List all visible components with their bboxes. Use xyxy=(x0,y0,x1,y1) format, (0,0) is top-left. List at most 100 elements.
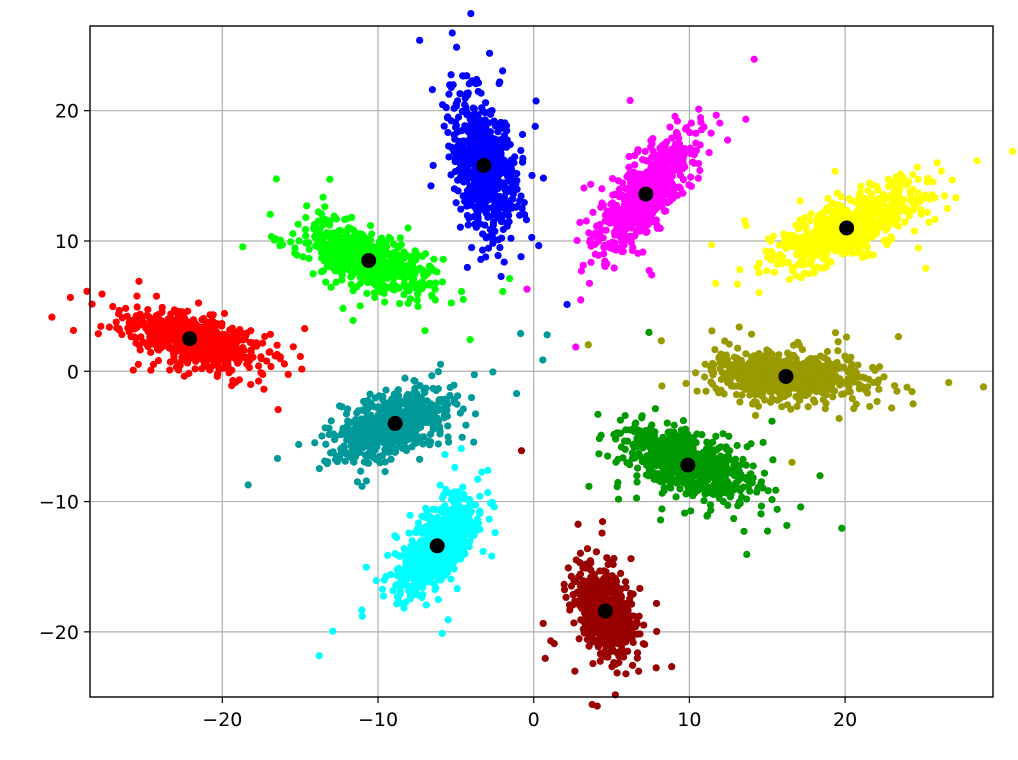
scatter-point xyxy=(917,211,924,218)
scatter-point xyxy=(369,278,376,285)
scatter-point xyxy=(521,199,528,206)
scatter-point xyxy=(285,371,292,378)
scatter-point xyxy=(819,264,826,271)
scatter-point xyxy=(626,426,633,433)
scatter-point xyxy=(756,383,763,390)
scatter-point xyxy=(741,217,748,224)
scatter-point xyxy=(498,196,505,203)
scatter-point xyxy=(863,230,870,237)
scatter-point xyxy=(884,224,891,231)
scatter-point xyxy=(725,433,732,440)
scatter-point xyxy=(598,185,605,192)
scatter-point xyxy=(635,450,642,457)
scatter-point xyxy=(726,340,733,347)
scatter-point xyxy=(710,369,717,376)
scatter-point xyxy=(574,521,581,528)
scatter-point xyxy=(147,367,154,374)
scatter-point xyxy=(287,238,294,245)
scatter-point xyxy=(169,347,176,354)
scatter-point xyxy=(460,137,467,144)
scatter-point xyxy=(363,243,370,250)
scatter-point xyxy=(458,161,465,168)
scatter-point xyxy=(1009,148,1016,155)
scatter-point xyxy=(462,95,469,102)
scatter-point xyxy=(673,166,680,173)
scatter-point xyxy=(498,273,505,280)
scatter-point xyxy=(783,522,790,529)
scatter-point xyxy=(300,253,307,260)
scatter-point xyxy=(692,140,699,147)
scatter-point xyxy=(612,459,619,466)
scatter-point xyxy=(822,400,829,407)
scatter-point xyxy=(874,379,881,386)
scatter-point xyxy=(883,241,890,248)
scatter-point xyxy=(428,292,435,299)
scatter-point xyxy=(700,497,707,504)
scatter-point xyxy=(535,242,542,249)
scatter-point xyxy=(737,471,744,478)
scatter-point xyxy=(952,194,959,201)
scatter-point xyxy=(585,483,592,490)
scatter-point xyxy=(350,227,357,234)
scatter-point xyxy=(503,144,510,151)
scatter-point xyxy=(686,129,693,136)
scatter-point xyxy=(757,510,764,517)
scatter-point xyxy=(742,368,749,375)
scatter-point xyxy=(879,194,886,201)
scatter-point xyxy=(695,175,702,182)
scatter-point xyxy=(463,108,470,115)
scatter-point xyxy=(414,303,421,310)
scatter-point xyxy=(202,318,209,325)
scatter-point xyxy=(496,244,503,251)
scatter-point xyxy=(274,351,281,358)
scatter-point xyxy=(771,269,778,276)
scatter-point xyxy=(302,232,309,239)
scatter-point xyxy=(195,299,202,306)
scatter-point xyxy=(239,243,246,250)
scatter-point xyxy=(507,235,514,242)
scatter-point xyxy=(396,273,403,280)
scatter-point xyxy=(712,280,719,287)
scatter-point xyxy=(768,496,775,503)
scatter-point xyxy=(290,343,297,350)
scatter-point xyxy=(905,178,912,185)
scatter-point xyxy=(855,381,862,388)
scatter-point xyxy=(584,545,591,552)
scatter-point xyxy=(517,253,524,260)
scatter-point xyxy=(467,161,474,168)
scatter-point xyxy=(481,118,488,125)
scatter-point xyxy=(915,189,922,196)
scatter-point xyxy=(874,208,881,215)
scatter-point xyxy=(381,290,388,297)
scatter-point xyxy=(206,311,213,318)
scatter-point xyxy=(454,187,461,194)
scatter-point xyxy=(381,298,388,305)
scatter-point xyxy=(736,323,743,330)
scatter-point xyxy=(205,363,212,370)
scatter-point xyxy=(857,207,864,214)
scatter-point xyxy=(888,404,895,411)
scatter-point xyxy=(131,333,138,340)
scatter-point xyxy=(730,515,737,522)
scatter-point xyxy=(611,264,618,271)
scatter-point xyxy=(489,135,496,142)
scatter-point xyxy=(594,411,601,418)
scatter-point xyxy=(318,268,325,275)
scatter-point xyxy=(740,484,747,491)
scatter-point xyxy=(482,184,489,191)
scatter-point xyxy=(618,248,625,255)
scatter-point xyxy=(464,264,471,271)
scatter-point xyxy=(808,210,815,217)
scatter-point xyxy=(767,389,774,396)
scatter-point xyxy=(135,361,142,368)
scatter-point xyxy=(625,164,632,171)
scatter-point xyxy=(747,440,754,447)
scatter-point xyxy=(166,366,173,373)
scatter-point xyxy=(767,238,774,245)
scatter-point xyxy=(753,370,760,377)
scatter-point xyxy=(268,233,275,240)
scatter-point xyxy=(315,208,322,215)
scatter-point xyxy=(214,373,221,380)
scatter-point xyxy=(681,509,688,516)
scatter-point xyxy=(477,90,484,97)
